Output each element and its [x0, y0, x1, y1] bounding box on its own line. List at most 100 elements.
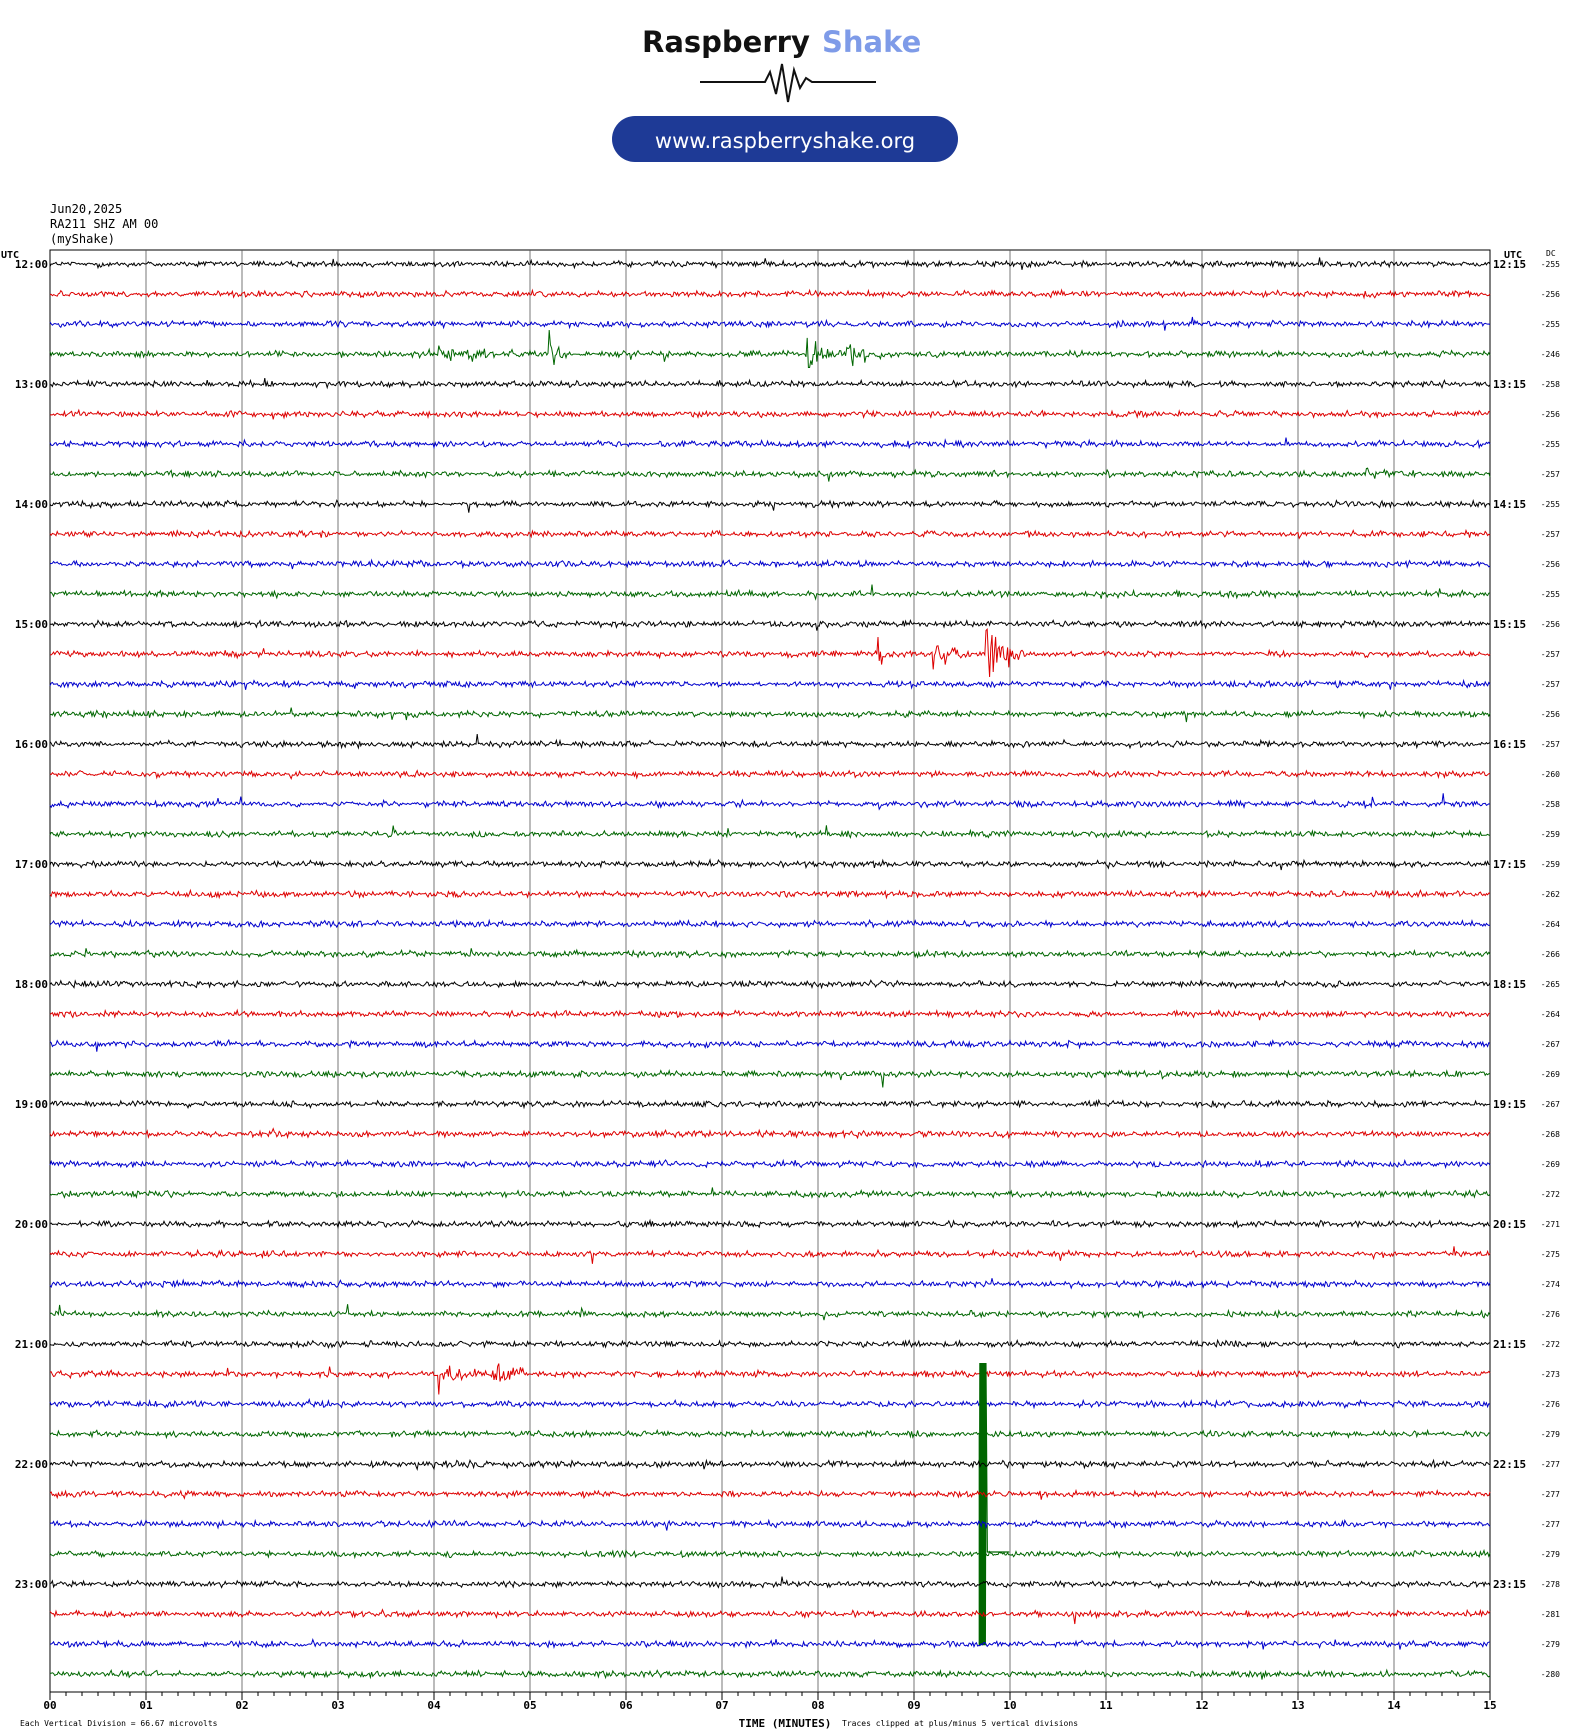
dc-offset-label: -268 [1541, 1130, 1560, 1139]
dc-offset-label: -271 [1541, 1220, 1560, 1229]
trace-line [49, 1158, 1491, 1169]
trace-line [49, 1608, 1491, 1625]
right-hour-label: 23:15 [1493, 1578, 1526, 1591]
right-hour-label: 12:15 [1493, 258, 1526, 271]
trace-line [49, 769, 1491, 780]
x-tick-label: 08 [811, 1699, 824, 1712]
trace-line [49, 1458, 1491, 1471]
left-hour-label: 14:00 [15, 498, 48, 511]
dc-offset-label: -259 [1541, 830, 1560, 839]
trace-line [49, 1638, 1491, 1650]
logo-brand-word1: Raspberry [642, 25, 810, 59]
dc-offset-label: -264 [1541, 920, 1560, 929]
trace-line [49, 618, 1491, 631]
dc-offset-label: -256 [1541, 410, 1560, 419]
dc-offset-label: -260 [1541, 770, 1560, 779]
trace-line [49, 1397, 1491, 1410]
trace-line [49, 825, 1491, 840]
trace-line [49, 378, 1491, 390]
left-hour-label: 12:00 [15, 258, 48, 271]
right-hour-label: 22:15 [1493, 1458, 1526, 1471]
right-hour-label: 17:15 [1493, 858, 1526, 871]
raspberry-shake-logo: Raspberry Shake www.raspberryshake.org [612, 25, 958, 162]
trace-line [49, 1038, 1491, 1052]
trace-line [49, 288, 1491, 300]
x-tick-label: 02 [235, 1699, 248, 1712]
right-axis-title: UTC [1504, 250, 1522, 261]
trace-line [49, 1218, 1491, 1230]
trace-line [49, 499, 1491, 513]
right-hour-label: 18:15 [1493, 978, 1526, 991]
footer-division-note: Each Vertical Division = 66.67 microvolt… [20, 1719, 218, 1728]
left-hour-label: 17:00 [15, 858, 48, 871]
dc-offset-label: -256 [1541, 620, 1560, 629]
trace-line [49, 408, 1491, 420]
x-tick-label: 05 [523, 1699, 536, 1712]
trace-line [49, 1187, 1491, 1199]
header-date: Jun20,2025 [50, 202, 123, 216]
x-tick-label: 01 [139, 1699, 153, 1712]
trace-line [49, 1518, 1491, 1531]
right-hour-label: 16:15 [1493, 738, 1526, 751]
footer-clip-note: Traces clipped at plus/minus 5 vertical … [842, 1719, 1078, 1728]
trace-line [49, 888, 1491, 900]
x-tick-label: 13 [1291, 1699, 1304, 1712]
dc-offset-label: -280 [1541, 1670, 1560, 1679]
dc-offset-label: -269 [1541, 1160, 1560, 1169]
x-tick-label: 09 [907, 1699, 920, 1712]
x-tick-label: 11 [1099, 1699, 1113, 1712]
dc-offset-label: -258 [1541, 380, 1560, 389]
clipped-event-trace [978, 1362, 1010, 1646]
trace-line [49, 678, 1491, 690]
dc-offset-label: -274 [1541, 1280, 1560, 1289]
trace-line [49, 948, 1491, 959]
dc-offset-label: -257 [1541, 680, 1560, 689]
dc-offset-label: -267 [1541, 1040, 1560, 1049]
x-tick-label: 10 [1003, 1699, 1016, 1712]
trace-line [49, 1488, 1491, 1500]
left-axis-title: UTC [1, 250, 19, 261]
trace-line [49, 1068, 1491, 1088]
dc-offset-label: -255 [1541, 260, 1560, 269]
trace-line [49, 316, 1491, 331]
x-tick-label: 00 [43, 1699, 56, 1712]
trace-line [49, 733, 1491, 750]
left-hour-label: 13:00 [15, 378, 48, 391]
right-hour-label: 21:15 [1493, 1338, 1526, 1351]
dc-offset-label: -257 [1541, 650, 1560, 659]
dc-offset-label: -277 [1541, 1490, 1560, 1499]
x-tick-label: 03 [331, 1699, 344, 1712]
dc-offset-label: -272 [1541, 1190, 1560, 1199]
dc-offset-label: -266 [1541, 950, 1560, 959]
left-hour-label: 18:00 [15, 978, 48, 991]
trace-line [49, 1428, 1491, 1440]
trace-line [50, 1576, 1491, 1590]
dc-offset-label: -255 [1541, 440, 1560, 449]
trace-line [49, 858, 1491, 871]
trace-line [49, 979, 1491, 990]
trace-line [49, 1127, 1491, 1140]
dc-offset-label: -256 [1541, 710, 1560, 719]
trace-line [49, 1363, 1491, 1395]
left-hour-label: 20:00 [15, 1218, 48, 1231]
x-tick-label: 06 [619, 1699, 633, 1712]
right-hour-label: 15:15 [1493, 618, 1526, 631]
dc-offset-label: -264 [1541, 1010, 1560, 1019]
trace-line [49, 1278, 1491, 1290]
logo-seismo-line-icon [700, 63, 876, 103]
dc-offset-label: -262 [1541, 890, 1560, 899]
logo-url-text[interactable]: www.raspberryshake.org [655, 129, 915, 153]
trace-line [49, 437, 1491, 450]
right-hour-label: 19:15 [1493, 1098, 1526, 1111]
dc-offset-label: -255 [1541, 500, 1560, 509]
x-tick-label: 04 [427, 1699, 441, 1712]
trace-line [49, 1548, 1491, 1560]
trace-line [50, 1668, 1491, 1680]
left-hour-label: 22:00 [15, 1458, 48, 1471]
trace-line [50, 627, 1491, 678]
dc-offset-label: -257 [1541, 470, 1560, 479]
left-hour-label: 19:00 [15, 1098, 48, 1111]
dc-offset-label: -273 [1541, 1370, 1560, 1379]
left-hour-label: 23:00 [15, 1578, 48, 1591]
